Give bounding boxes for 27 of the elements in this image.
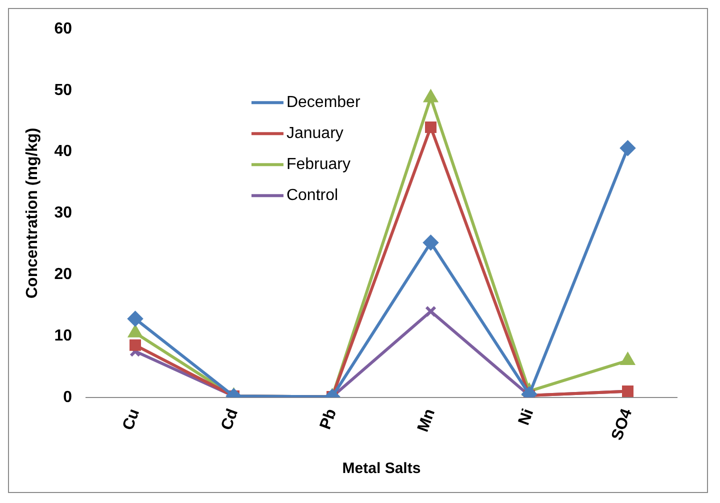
legend-label: February: [286, 156, 351, 174]
point: [620, 140, 636, 156]
point: [621, 353, 634, 366]
legend-label: December: [286, 94, 361, 112]
y-tick-label: 10: [54, 327, 72, 344]
point: [128, 325, 142, 338]
point: [425, 306, 436, 318]
y-tick-label: 0: [63, 388, 72, 406]
point: [128, 311, 143, 326]
y-tick-label: 60: [54, 20, 72, 38]
point: [423, 235, 438, 250]
x-tick-label: Ni: [516, 406, 538, 428]
y-tick-label: 30: [54, 204, 72, 222]
point: [130, 339, 141, 351]
legend-label: Control: [286, 187, 338, 204]
y-axis-title: Concentration (mg/kg): [24, 128, 42, 299]
x-tick-label: Pb: [317, 406, 340, 432]
point: [425, 121, 436, 133]
x-tick-label: Cu: [120, 406, 144, 433]
x-tick-label: Mn: [414, 406, 439, 434]
legend-label: January: [286, 125, 344, 142]
y-tick-label: 40: [54, 143, 72, 160]
x-axis-title: Metal Salts: [342, 460, 421, 478]
y-tick-label: 50: [54, 82, 72, 99]
y-tick-label: 20: [54, 266, 72, 283]
x-tick-label: Cd: [218, 406, 242, 433]
x-tick-label: SO4: [608, 406, 636, 443]
